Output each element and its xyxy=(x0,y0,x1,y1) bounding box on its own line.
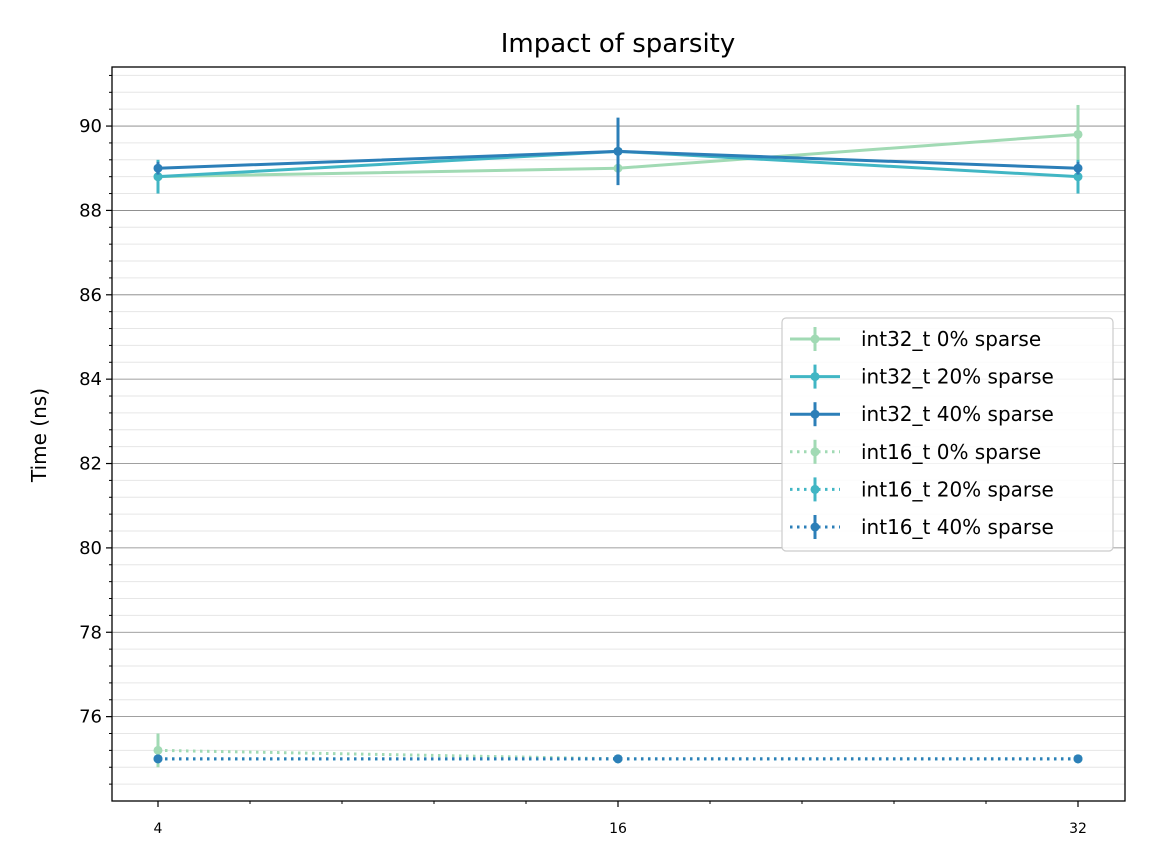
axes: 76 78 80 82 84 86 88 90 4 16 32 xyxy=(79,74,1087,837)
x-tick-label: 4 xyxy=(154,821,163,837)
data-point xyxy=(153,172,163,182)
y-axis-label: Time (ns) xyxy=(27,388,51,483)
legend-label: int32_t 20% sparse xyxy=(861,365,1054,389)
x-tick-label: 32 xyxy=(1069,821,1087,837)
y-tick-label: 82 xyxy=(79,454,102,475)
legend: int32_t 0% sparse int32_t 20% sparse int32… xyxy=(781,317,1114,552)
data-point xyxy=(613,754,623,764)
series-3 xyxy=(153,117,1083,186)
y-tick-label: 78 xyxy=(79,622,102,643)
data-point xyxy=(153,745,163,755)
legend-label: int32_t 40% sparse xyxy=(861,402,1054,426)
legend-swatch-marker xyxy=(810,484,820,494)
series-6 xyxy=(153,754,1083,764)
y-tick-label: 86 xyxy=(79,285,102,306)
legend-swatch-marker xyxy=(810,334,820,344)
y-tick-label: 80 xyxy=(79,538,102,559)
legend-label: int16_t 20% sparse xyxy=(861,477,1054,501)
legend-swatch-marker xyxy=(810,447,820,457)
series-group xyxy=(153,104,1083,768)
data-point xyxy=(1073,163,1083,173)
x-tick-label: 16 xyxy=(609,821,627,837)
legend-label: int16_t 0% sparse xyxy=(861,440,1041,464)
y-tick-label: 90 xyxy=(79,116,102,137)
legend-swatch-marker xyxy=(810,409,820,419)
y-tick-label: 84 xyxy=(79,369,102,390)
y-tick-label: 88 xyxy=(79,200,102,221)
chart-title: Impact of sparsity xyxy=(501,29,736,59)
data-point xyxy=(613,146,623,156)
legend-box xyxy=(781,317,1114,552)
data-point xyxy=(153,163,163,173)
y-tick-label: 76 xyxy=(79,707,102,728)
data-point xyxy=(1073,172,1083,182)
data-point xyxy=(1073,754,1083,764)
legend-label: int32_t 0% sparse xyxy=(861,327,1041,351)
legend-swatch-marker xyxy=(810,372,820,382)
data-point xyxy=(1073,129,1083,139)
data-point xyxy=(153,754,163,764)
legend-swatch-marker xyxy=(810,522,820,532)
legend-label: int16_t 40% sparse xyxy=(861,515,1054,539)
